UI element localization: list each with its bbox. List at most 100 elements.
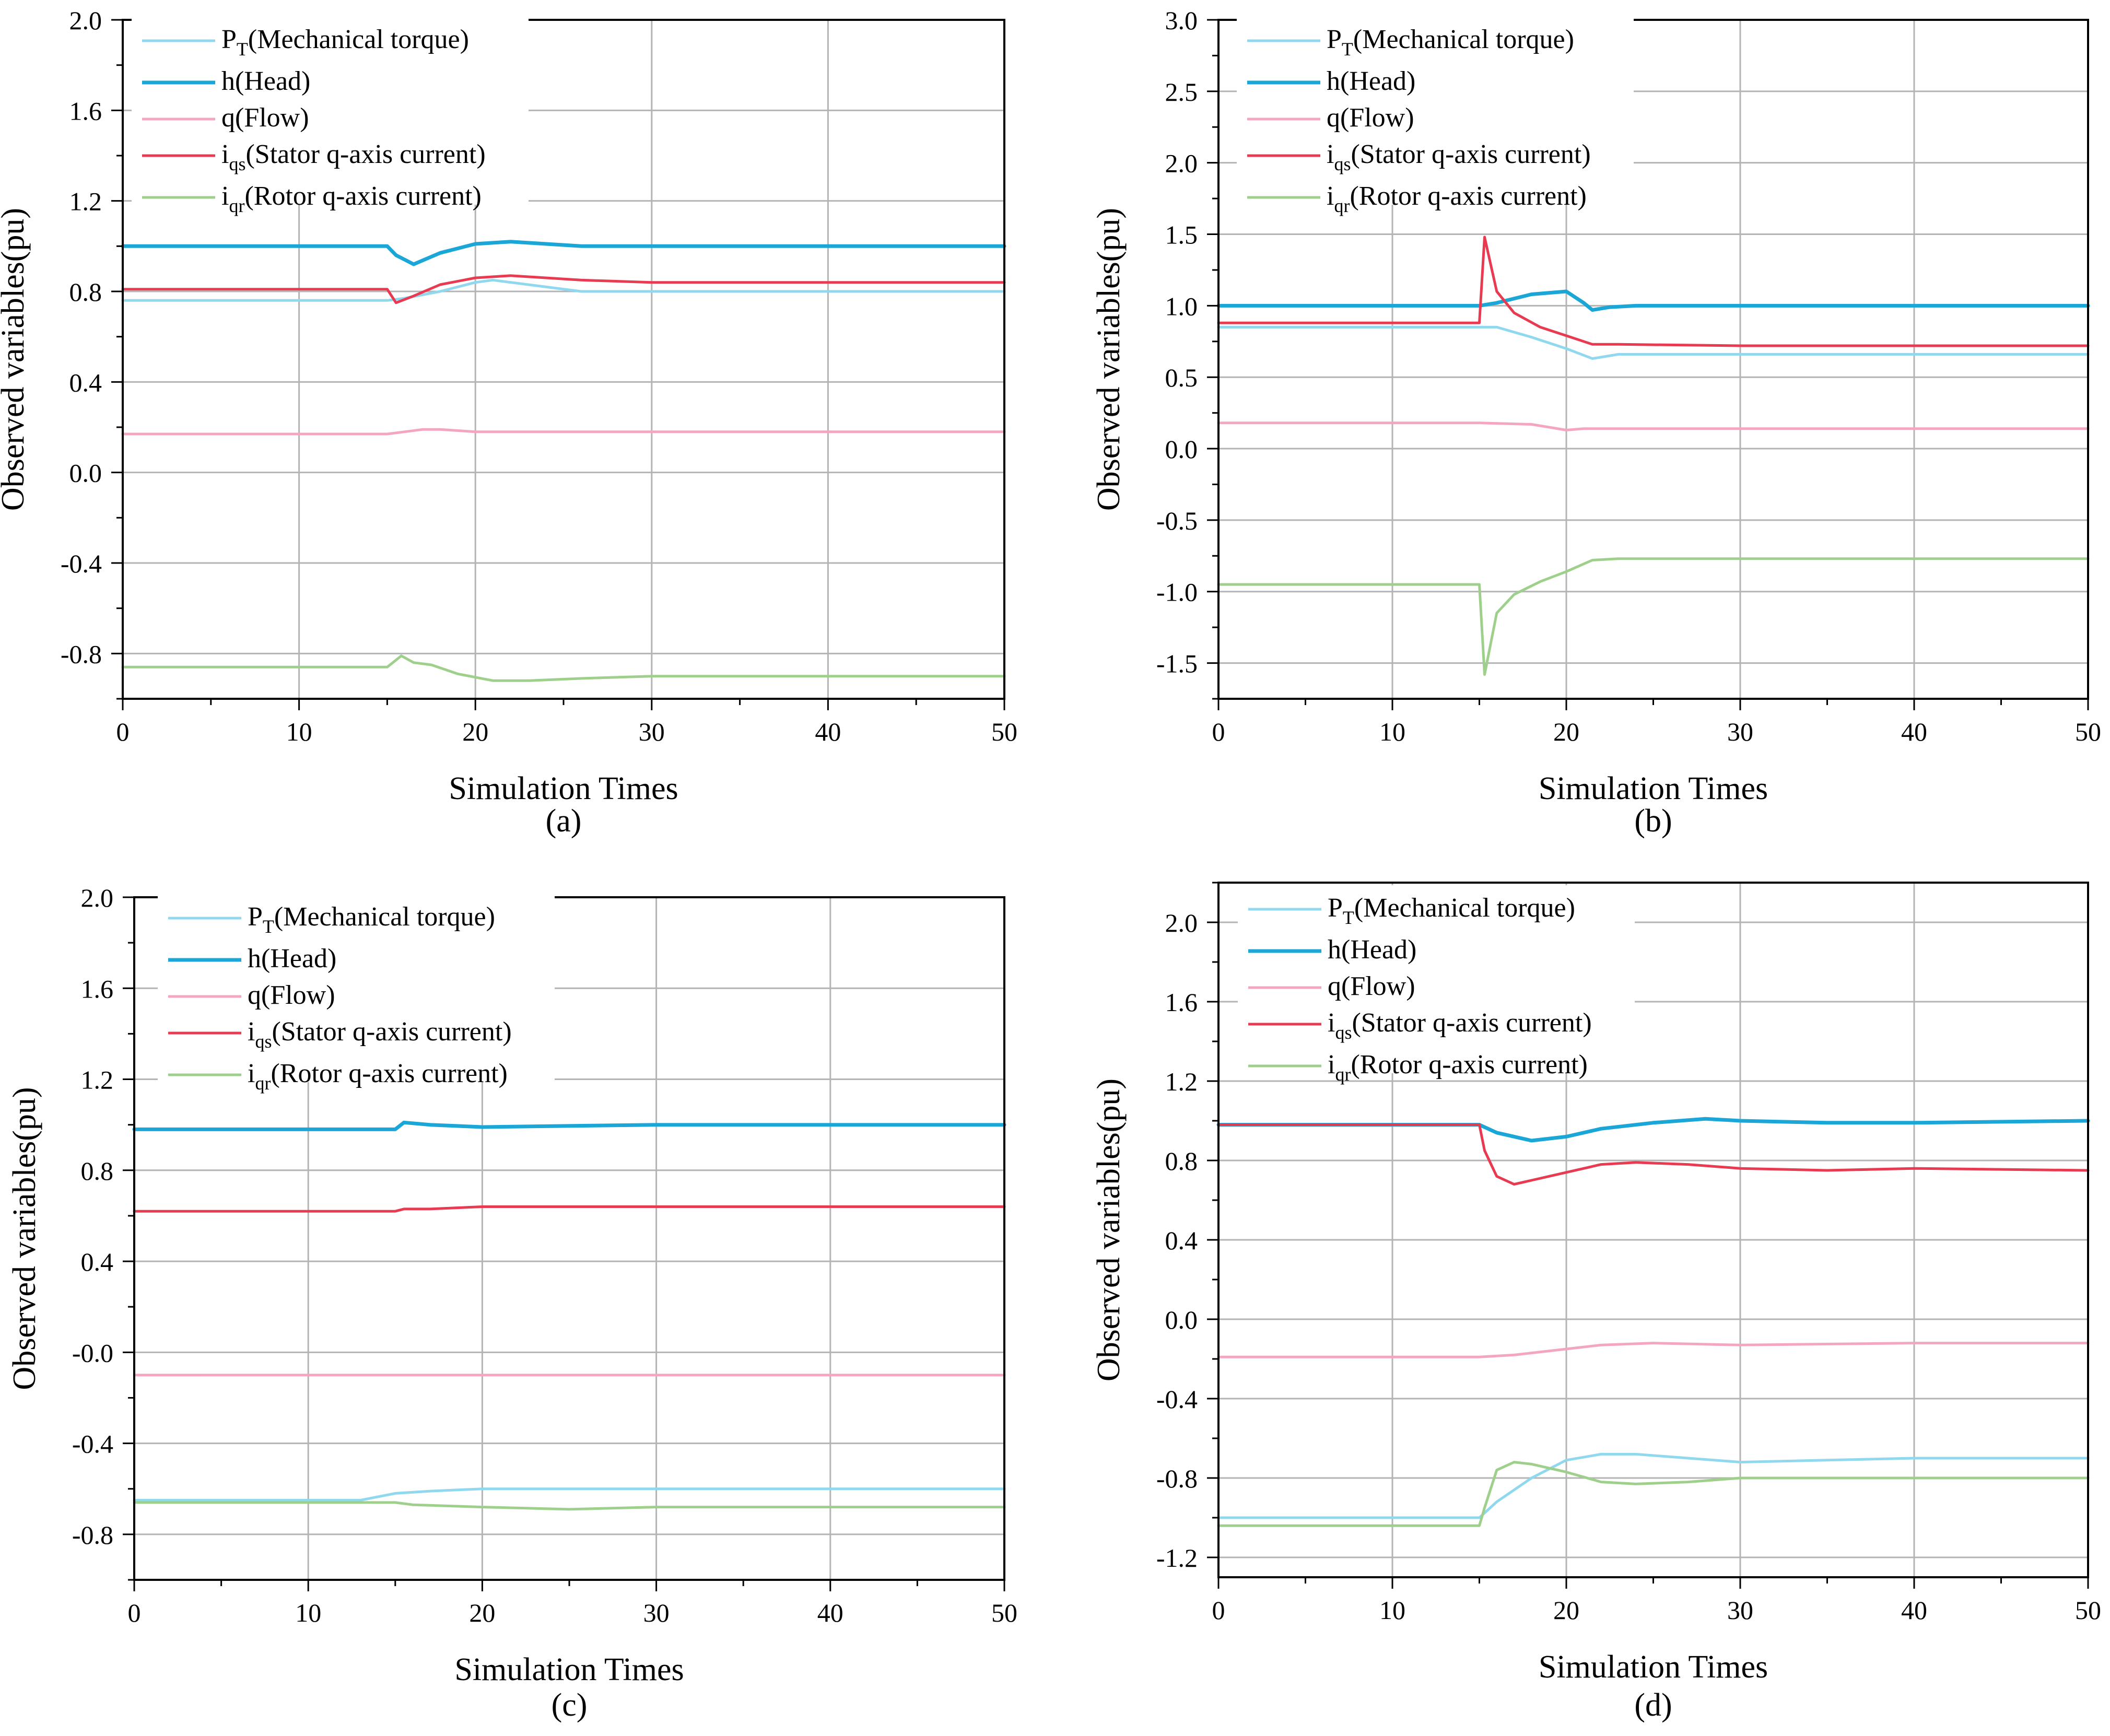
y-axis-label: Observed variables(pu) xyxy=(7,1087,42,1390)
legend: PT(Mechanical torque) h(Head) q(Flow) iqs(S… xyxy=(1238,885,1635,1085)
x-tick-label: 40 xyxy=(1901,1596,1927,1625)
legend-item-iqr: iqr(Rotor q-axis current) xyxy=(142,181,482,216)
y-tick-label: 0.0 xyxy=(1165,1305,1198,1334)
y-tick-label: 2.5 xyxy=(1165,77,1198,107)
series-line-iqr xyxy=(1217,557,2090,676)
y-tick-label: -0.8 xyxy=(72,1520,113,1550)
x-tick-label: 0 xyxy=(1212,1596,1225,1625)
series-group xyxy=(132,1120,1006,1511)
x-tick-label: 50 xyxy=(2075,717,2101,746)
y-tick-label: 0.0 xyxy=(69,459,102,488)
panel-label: (a) xyxy=(546,803,582,839)
y-tick-label: 2.0 xyxy=(69,6,102,35)
x-tick-label: 30 xyxy=(643,1598,670,1627)
x-tick-label: 0 xyxy=(1212,717,1225,746)
y-tick-label: 0.4 xyxy=(1165,1226,1198,1255)
y-tick-label: -0.4 xyxy=(61,549,102,578)
legend-label-q: q(Flow) xyxy=(248,980,335,1010)
y-tick-label: 0.4 xyxy=(81,1247,114,1276)
x-tick-label: 10 xyxy=(1379,1596,1405,1625)
y-tick-label: 2.0 xyxy=(81,883,114,912)
series-line-pt xyxy=(1217,1452,2090,1519)
legend-item-iqr: iqr(Rotor q-axis current) xyxy=(168,1059,508,1094)
y-tick-label: 0.0 xyxy=(1165,435,1198,464)
ticks xyxy=(1207,19,2089,710)
series-line-iqr xyxy=(1217,1461,2090,1527)
chart-panel-c: 0 10 20 30 40 50 -0.8 -0.4 -0.0 0.4 0.8 1.2 1.6 2.0 Si… xyxy=(7,883,1017,1723)
series-line-h xyxy=(1216,1117,2090,1143)
y-axis-label: Observed variables(pu) xyxy=(1091,1078,1127,1381)
y-tick-label: 1.6 xyxy=(69,96,102,125)
panel-label: (d) xyxy=(1634,1687,1672,1723)
series-line-iqs xyxy=(133,1205,1006,1213)
x-tick-label: 50 xyxy=(991,717,1017,746)
legend-label-h: h(Head) xyxy=(1327,66,1415,96)
series-line-pt xyxy=(1217,325,2090,360)
legend-item-h: h(Head) xyxy=(1248,935,1416,965)
legend-item-h: h(Head) xyxy=(142,66,310,96)
legend-item-pt: PT(Mechanical torque) xyxy=(1248,893,1575,928)
y-tick-label: -0.0 xyxy=(72,1338,113,1367)
chart-panel-a: 0 10 20 30 40 50 -0.8 -0.4 0.0 0.4 0.8 1.2 1.6 2.0 Sim… xyxy=(0,6,1017,839)
y-tick-label: 2.0 xyxy=(1165,149,1198,178)
legend-item-pt: PT(Mechanical torque) xyxy=(142,25,469,60)
y-axis-label: Observed variables(pu) xyxy=(0,208,31,511)
x-tick-label: 10 xyxy=(295,1598,321,1627)
legend-item-q: q(Flow) xyxy=(168,980,335,1010)
legend-label-iqr: iqr(Rotor q-axis current) xyxy=(221,181,482,216)
legend-item-pt: PT(Mechanical torque) xyxy=(1247,25,1574,60)
legend-label-iqr: iqr(Rotor q-axis current) xyxy=(1328,1050,1588,1085)
legend-label-iqr: iqr(Rotor q-axis current) xyxy=(248,1059,508,1094)
ticks xyxy=(1207,882,2089,1589)
y-tick-label: -1.0 xyxy=(1156,578,1198,607)
legend: PT(Mechanical torque) h(Head) q(Flow) iqs(S… xyxy=(158,894,555,1094)
series-line-q xyxy=(121,428,1006,436)
x-tick-label: 30 xyxy=(1727,1596,1753,1625)
series-line-iqr xyxy=(121,654,1006,682)
x-tick-label: 10 xyxy=(286,717,312,746)
x-axis-label: Simulation Times xyxy=(1539,1649,1768,1685)
legend-item-pt: PT(Mechanical torque) xyxy=(168,902,495,937)
legend-background xyxy=(1237,17,1634,205)
y-tick-label: 2.0 xyxy=(1165,908,1198,937)
legend: PT(Mechanical torque) h(Head) q(Flow) iqs(S… xyxy=(132,17,529,216)
legend-background xyxy=(132,17,529,205)
x-tick-label: 0 xyxy=(128,1598,141,1627)
legend-label-iqs: iqs(Stator q-axis current) xyxy=(248,1017,512,1052)
y-tick-label: 0.8 xyxy=(1165,1146,1198,1176)
y-tick-label: 1.2 xyxy=(1165,1067,1198,1096)
x-tick-label: 10 xyxy=(1379,717,1405,746)
series-line-iqs xyxy=(121,274,1006,304)
series-line-pt xyxy=(133,1487,1006,1502)
y-tick-label: -0.4 xyxy=(1156,1385,1198,1414)
x-tick-label: 0 xyxy=(116,717,130,746)
series-line-q xyxy=(1217,421,2090,431)
legend-label-q: q(Flow) xyxy=(1327,103,1414,133)
legend-item-iqs: iqs(Stator q-axis current) xyxy=(168,1017,512,1052)
y-tick-label: -0.8 xyxy=(61,639,102,668)
y-tick-label: 1.0 xyxy=(1165,291,1198,321)
chart-panel-b: 0 10 20 30 40 50 -1.5 -1.0 -0.5 0.0 0.5 1.0 1.5 2.0 2.… xyxy=(1091,6,2101,839)
legend-label-pt: PT(Mechanical torque) xyxy=(1327,25,1574,60)
legend-label-pt: PT(Mechanical torque) xyxy=(248,902,495,937)
y-tick-label: -0.8 xyxy=(1156,1464,1198,1493)
legend-label-h: h(Head) xyxy=(221,66,310,96)
x-tick-label: 30 xyxy=(1727,717,1753,746)
legend-background xyxy=(158,894,555,1082)
legend-background xyxy=(1238,885,1635,1073)
legend-item-q: q(Flow) xyxy=(1248,971,1415,1001)
x-tick-label: 50 xyxy=(2075,1596,2101,1625)
ticks xyxy=(123,896,1005,1591)
x-tick-label: 40 xyxy=(817,1598,843,1627)
legend-item-h: h(Head) xyxy=(168,944,336,973)
y-tick-label: 1.2 xyxy=(69,187,102,216)
y-tick-label: 0.8 xyxy=(81,1156,114,1186)
legend-item-iqr: iqr(Rotor q-axis current) xyxy=(1248,1050,1588,1085)
y-tick-label: 1.2 xyxy=(81,1065,114,1095)
legend-item-iqr: iqr(Rotor q-axis current) xyxy=(1247,181,1587,216)
chart-panel-d: 0 10 20 30 40 50 -1.2 -0.8 -0.4 0.0 0.4 0.8 1.2 1.6 2.… xyxy=(1091,882,2101,1723)
legend-label-h: h(Head) xyxy=(248,944,336,973)
x-tick-label: 40 xyxy=(1901,717,1927,746)
x-axis-label: Simulation Times xyxy=(1539,771,1768,806)
x-tick-label: 20 xyxy=(469,1598,495,1627)
